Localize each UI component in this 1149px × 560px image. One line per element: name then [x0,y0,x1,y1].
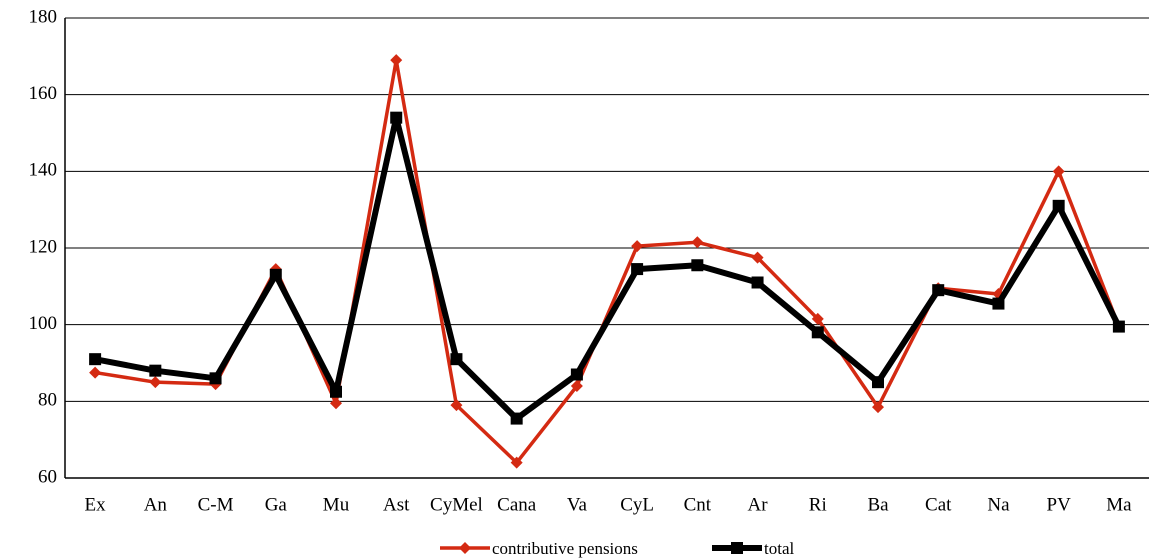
x-tick-label: Ga [265,494,288,515]
x-tick-label: Cana [497,494,537,515]
x-tick-label: Ri [809,494,827,515]
data-point [872,401,884,414]
data-point [510,456,523,469]
data-point [751,276,764,289]
legend-label: contributive pensions [492,539,638,558]
data-point [751,251,764,264]
series-line [94,114,1122,422]
x-tick-label: Va [567,494,588,515]
y-tick-label: 160 [29,83,58,104]
data-point [631,240,644,253]
data-point [992,297,1005,310]
data-point [390,54,403,67]
data-point [149,376,162,389]
data-point [1052,199,1065,212]
x-tick-label: An [144,494,168,515]
data-point [570,380,583,392]
x-tick-label: Mu [323,494,350,515]
data-point [932,284,945,297]
x-tick-label: PV [1047,494,1072,515]
data-point [811,326,824,339]
data-point [209,372,222,385]
legend-marker [459,542,471,554]
x-tick-label: Cat [925,494,952,515]
x-tick-label: Na [987,494,1010,515]
y-tick-label: 60 [38,466,57,487]
x-tick-label: Ma [1106,494,1132,515]
x-tick-label: Ar [748,494,769,515]
data-point [89,353,102,366]
legend-marker [731,542,743,554]
y-tick-label: 100 [29,313,58,334]
data-point [269,268,282,281]
data-point [631,263,644,276]
y-tick-label: 140 [29,160,58,181]
y-tick-label: 80 [38,390,57,411]
y-tick-label: 120 [29,236,58,257]
data-point [691,236,704,249]
data-point [872,376,884,389]
x-tick-label: C-M [198,494,234,515]
y-tick-label: 180 [29,6,58,27]
data-point [811,312,824,325]
series-line [94,58,1121,465]
x-tick-label: CyL [620,494,654,515]
data-point [450,353,463,366]
data-point [390,111,403,124]
data-point [450,399,463,412]
data-point [1112,320,1125,333]
data-point [330,397,342,410]
x-tick-label: Ba [867,494,889,515]
data-point [1052,165,1065,178]
data-point [510,412,523,425]
data-point [149,364,162,377]
x-tick-label: Ast [383,494,410,515]
data-point [330,385,342,398]
x-tick-label: CyMel [430,494,483,515]
legend-label: total [764,539,794,558]
data-point [691,259,704,272]
data-point [570,368,583,381]
x-tick-label: Cnt [684,494,712,515]
data-point [89,366,102,379]
x-tick-label: Ex [85,494,107,515]
